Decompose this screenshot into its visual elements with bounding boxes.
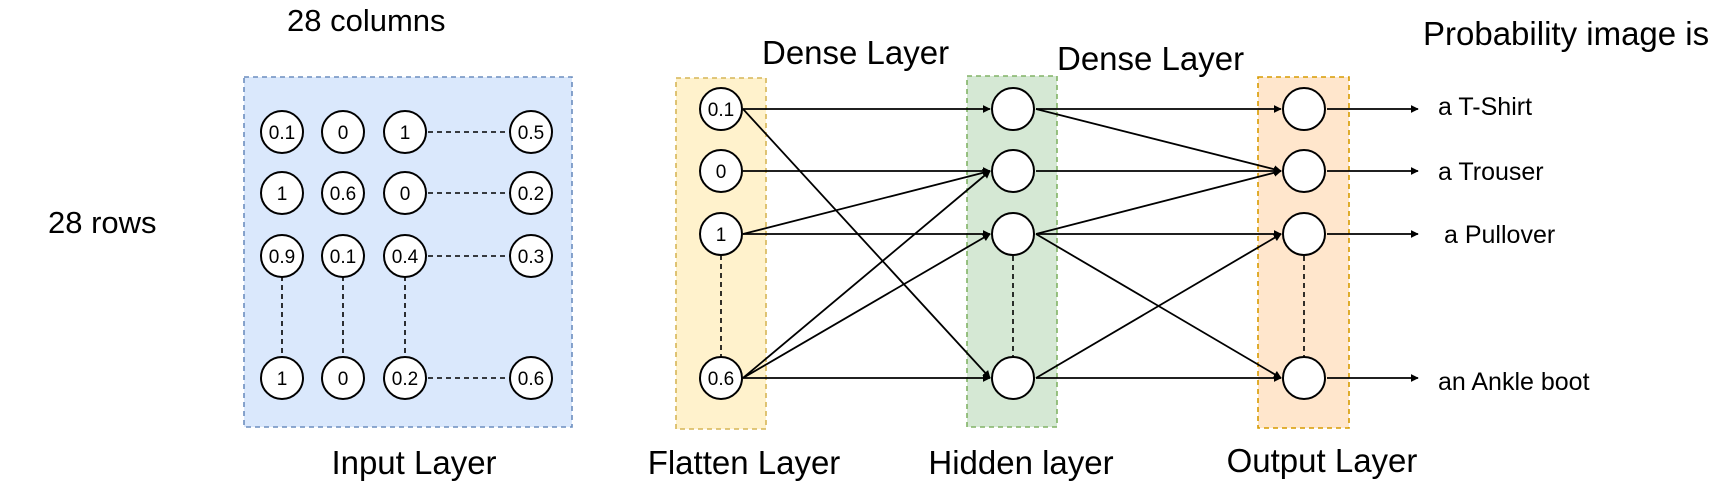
- output-node: [1282, 149, 1326, 193]
- output-node: [1282, 356, 1326, 400]
- input-node: 0.1: [260, 110, 304, 154]
- svg-text:0: 0: [338, 369, 349, 390]
- input-node: 0.6: [321, 171, 365, 215]
- hidden-node: [991, 149, 1035, 193]
- svg-text:0: 0: [338, 123, 349, 144]
- svg-text:0.6: 0.6: [518, 369, 544, 390]
- svg-text:0.6: 0.6: [708, 369, 734, 390]
- dense-layer-label-2: Dense Layer: [1057, 40, 1244, 77]
- input-node: 0.2: [383, 356, 427, 400]
- input-node: 0.9: [260, 234, 304, 278]
- flatten-nodes: 0.1 0 1 0.6: [699, 87, 743, 400]
- input-node: 0.5: [509, 110, 553, 154]
- output-nodes: [1282, 87, 1326, 400]
- svg-text:0.6: 0.6: [330, 184, 356, 205]
- svg-text:0.5: 0.5: [518, 123, 544, 144]
- input-node: 0: [383, 171, 427, 215]
- svg-text:1: 1: [716, 225, 727, 246]
- hidden-nodes: [991, 87, 1035, 400]
- input-node: 0.1: [321, 234, 365, 278]
- rows-label: 28 rows: [48, 205, 157, 240]
- columns-label: 28 columns: [287, 3, 446, 38]
- flatten-layer-caption: Flatten Layer: [648, 444, 841, 481]
- input-grid: 0.1 0 1 0.5 1 0.6 0 0.2 0.9 0.1 0.4 0.3 …: [260, 110, 553, 400]
- output-label-ankle-boot: an Ankle boot: [1438, 368, 1590, 396]
- hidden-node: [991, 212, 1035, 256]
- svg-text:0.9: 0.9: [269, 247, 295, 268]
- input-node: 0: [321, 110, 365, 154]
- svg-text:0.1: 0.1: [708, 100, 734, 121]
- svg-text:0: 0: [716, 162, 727, 183]
- svg-text:1: 1: [277, 184, 288, 205]
- input-node: 0: [321, 356, 365, 400]
- output-arrows: [1327, 105, 1419, 382]
- hidden-node: [991, 87, 1035, 131]
- output-label-pullover: a Pullover: [1444, 221, 1555, 249]
- output-label-tshirt: a T-Shirt: [1438, 93, 1532, 121]
- svg-text:1: 1: [277, 369, 288, 390]
- input-node: 1: [383, 110, 427, 154]
- dense-layer-label-1: Dense Layer: [762, 34, 949, 71]
- hidden-layer-caption: Hidden layer: [928, 444, 1113, 481]
- input-node: 0.4: [383, 234, 427, 278]
- flatten-node: 1: [699, 212, 743, 256]
- flatten-node: 0.1: [699, 87, 743, 131]
- svg-text:1: 1: [400, 123, 411, 144]
- output-node: [1282, 212, 1326, 256]
- input-node: 0.3: [509, 234, 553, 278]
- flatten-node: 0.6: [699, 356, 743, 400]
- input-node: 1: [260, 171, 304, 215]
- output-layer-caption: Output Layer: [1227, 442, 1418, 479]
- output-label-trouser: a Trouser: [1438, 158, 1544, 186]
- svg-text:0.2: 0.2: [518, 184, 544, 205]
- flatten-to-hidden-edges: [742, 105, 991, 382]
- svg-text:0.1: 0.1: [330, 247, 356, 268]
- input-node: 1: [260, 356, 304, 400]
- hidden-node: [991, 356, 1035, 400]
- flatten-node: 0: [699, 149, 743, 193]
- svg-text:0.4: 0.4: [392, 247, 419, 268]
- svg-text:0: 0: [400, 184, 411, 205]
- input-node: 0.6: [509, 356, 553, 400]
- svg-text:0.3: 0.3: [518, 247, 544, 268]
- input-grid-connectors: [281, 131, 511, 379]
- input-layer-caption: Input Layer: [331, 444, 496, 481]
- input-node: 0.2: [509, 171, 553, 215]
- hidden-to-output-edges: [1035, 105, 1282, 382]
- probability-label: Probability image is: [1423, 15, 1709, 52]
- svg-text:0.1: 0.1: [269, 123, 295, 144]
- output-node: [1282, 87, 1326, 131]
- svg-text:0.2: 0.2: [392, 369, 418, 390]
